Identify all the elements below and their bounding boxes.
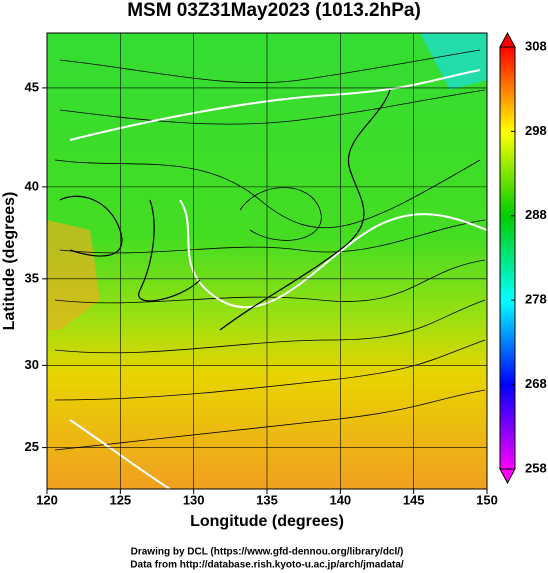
x-tick-label: 135	[256, 492, 278, 507]
colorbar-tick-label: 278	[525, 292, 547, 307]
x-tick-label: 145	[403, 492, 425, 507]
x-tick-label: 130	[183, 492, 205, 507]
y-axis-label: Latitude (degrees)	[1, 192, 18, 331]
isobars	[69, 69, 487, 489]
plot-frame	[46, 32, 488, 490]
cold-area	[420, 33, 487, 90]
y-tick-label: 40	[25, 178, 39, 193]
y-tick-label: 45	[25, 79, 39, 94]
colorbar-tick-label: 298	[525, 123, 547, 138]
coastline	[59, 89, 391, 331]
colorbar-tick-label: 308	[525, 38, 547, 53]
x-tick-label: 150	[476, 492, 498, 507]
y-tick-label: 35	[25, 270, 39, 285]
chart-title: MSM 03Z31May2023 (1013.2hPa)	[127, 0, 421, 21]
streamlines	[54, 49, 486, 451]
colorbar-min-triangle	[499, 468, 516, 485]
credit-line: Drawing by DCL (https://www.gfd-dennou.o…	[131, 547, 404, 558]
y-tick-label: 25	[25, 439, 39, 454]
x-tick-label: 120	[36, 492, 58, 507]
colorbar-max-triangle	[499, 31, 516, 48]
x-tick-label: 140	[329, 492, 351, 507]
colorbar	[499, 46, 516, 470]
x-tick-label: 125	[109, 492, 131, 507]
credit-line: Data from http://database.rish.kyoto-u.a…	[130, 560, 404, 571]
x-axis-label: Longitude (degrees)	[190, 513, 344, 530]
colorbar-tick-label: 258	[525, 460, 547, 475]
y-tick-label: 30	[25, 357, 39, 372]
colorbar-tick-label: 288	[525, 207, 547, 222]
colorbar-tick-label: 268	[525, 376, 547, 391]
